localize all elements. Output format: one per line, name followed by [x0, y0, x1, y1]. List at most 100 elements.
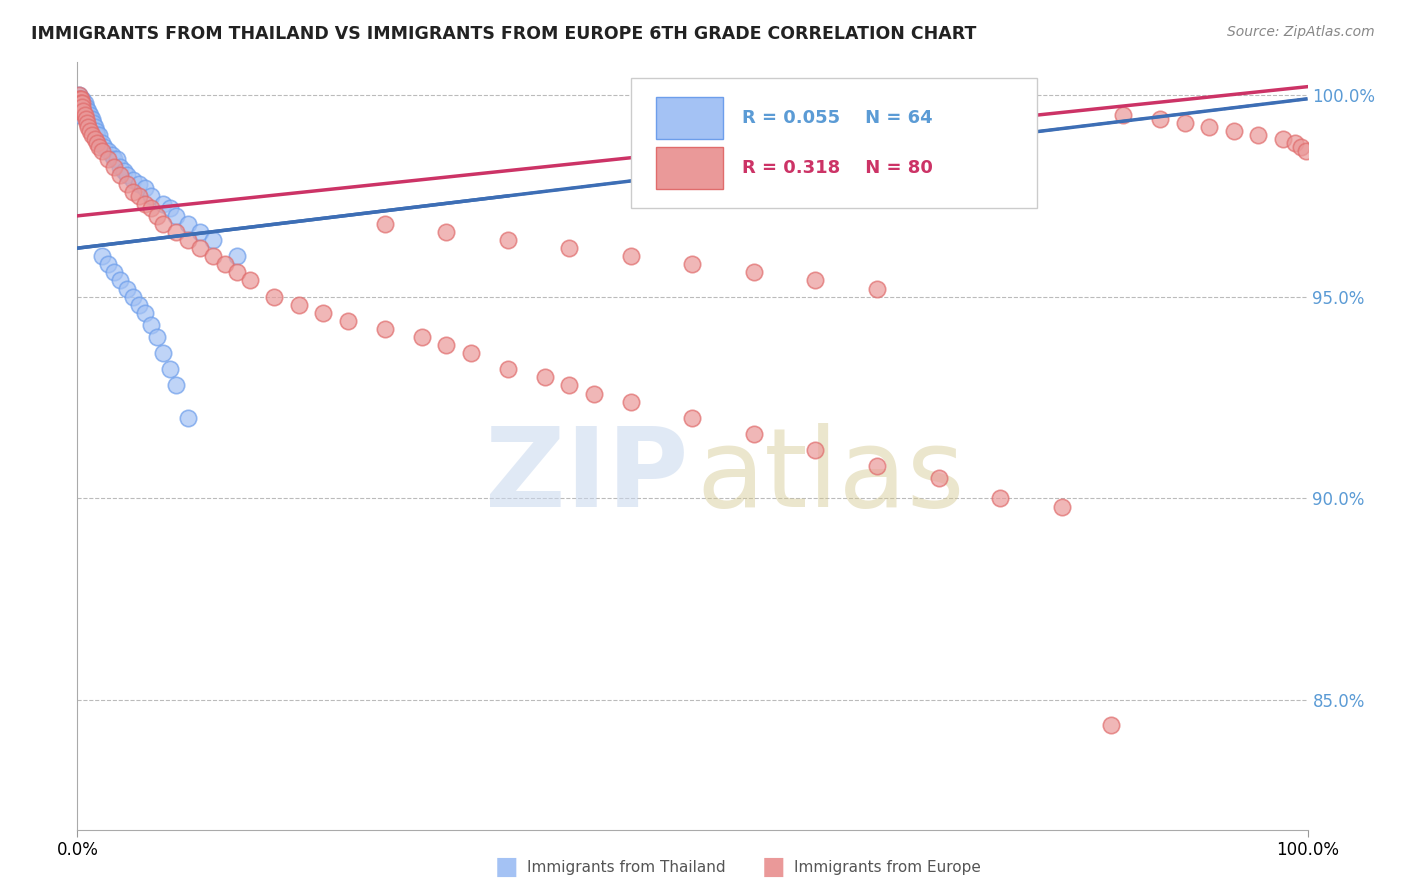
Text: ■: ■ — [495, 855, 517, 879]
Point — [159, 362, 181, 376]
Point — [110, 273, 132, 287]
Point — [121, 185, 143, 199]
Point — [69, 100, 91, 114]
Point — [70, 95, 93, 110]
Point — [141, 201, 163, 215]
Point — [121, 172, 143, 186]
Point — [70, 95, 93, 110]
Point — [152, 217, 174, 231]
Point — [110, 169, 132, 183]
Point — [97, 145, 120, 159]
Point — [90, 136, 114, 151]
Point — [70, 100, 93, 114]
Point — [67, 103, 90, 118]
Point — [201, 249, 224, 263]
Point — [1291, 140, 1313, 154]
Point — [77, 120, 100, 134]
Point — [804, 273, 827, 287]
Point — [165, 378, 187, 392]
Point — [128, 188, 150, 202]
Point — [128, 298, 150, 312]
Text: ZIP: ZIP — [485, 423, 689, 530]
Point — [152, 346, 174, 360]
Point — [226, 249, 249, 263]
Point — [226, 265, 249, 279]
Point — [83, 132, 105, 146]
Point — [103, 153, 125, 167]
FancyBboxPatch shape — [631, 78, 1038, 208]
Text: IMMIGRANTS FROM THAILAND VS IMMIGRANTS FROM EUROPE 6TH GRADE CORRELATION CHART: IMMIGRANTS FROM THAILAND VS IMMIGRANTS F… — [31, 25, 976, 43]
Point — [73, 100, 96, 114]
Point — [86, 136, 108, 151]
Point — [239, 273, 262, 287]
Point — [141, 188, 163, 202]
Point — [374, 217, 396, 231]
Point — [76, 116, 98, 130]
Point — [103, 161, 125, 175]
Point — [76, 103, 98, 118]
Text: Source: ZipAtlas.com: Source: ZipAtlas.com — [1227, 25, 1375, 39]
Point — [97, 257, 120, 271]
Point — [411, 330, 433, 344]
Point — [436, 225, 458, 239]
Text: atlas: atlas — [696, 423, 965, 530]
Point — [67, 87, 90, 102]
Point — [67, 92, 90, 106]
Point — [742, 265, 765, 279]
Point — [1295, 145, 1317, 159]
Text: Immigrants from Europe: Immigrants from Europe — [794, 860, 981, 874]
Text: R = 0.318    N = 80: R = 0.318 N = 80 — [742, 159, 932, 177]
Point — [436, 338, 458, 352]
Point — [76, 108, 98, 122]
Point — [558, 378, 581, 392]
Point — [374, 322, 396, 336]
Point — [1284, 136, 1306, 151]
Point — [1112, 108, 1135, 122]
FancyBboxPatch shape — [655, 97, 723, 139]
Point — [159, 201, 181, 215]
Point — [72, 103, 94, 118]
Point — [90, 145, 114, 159]
Point — [97, 153, 120, 167]
Point — [105, 153, 128, 167]
Point — [103, 265, 125, 279]
Point — [152, 196, 174, 211]
Point — [90, 249, 114, 263]
Point — [866, 281, 889, 295]
Point — [115, 177, 138, 191]
Point — [67, 100, 90, 114]
Point — [201, 233, 224, 247]
Point — [620, 394, 643, 409]
Point — [69, 92, 91, 106]
Point — [165, 209, 187, 223]
Point — [67, 95, 90, 110]
Text: ■: ■ — [762, 855, 785, 879]
Point — [69, 95, 91, 110]
Point — [77, 103, 100, 118]
Point — [128, 177, 150, 191]
Point — [1050, 500, 1073, 514]
Point — [67, 108, 90, 122]
Point — [1174, 116, 1197, 130]
Point — [69, 95, 91, 110]
Point — [69, 100, 91, 114]
Point — [67, 103, 90, 118]
Point — [112, 164, 135, 178]
Point — [742, 426, 765, 441]
Point — [82, 116, 104, 130]
Point — [214, 257, 236, 271]
Point — [496, 233, 519, 247]
Point — [165, 225, 187, 239]
Point — [188, 241, 212, 255]
Point — [70, 92, 93, 106]
Point — [177, 217, 200, 231]
Point — [188, 225, 212, 239]
Point — [70, 100, 93, 114]
Point — [70, 95, 93, 110]
Point — [263, 290, 285, 304]
Text: Immigrants from Thailand: Immigrants from Thailand — [527, 860, 725, 874]
Point — [70, 92, 93, 106]
Point — [1149, 112, 1171, 126]
Point — [82, 128, 104, 142]
Point — [866, 459, 889, 474]
